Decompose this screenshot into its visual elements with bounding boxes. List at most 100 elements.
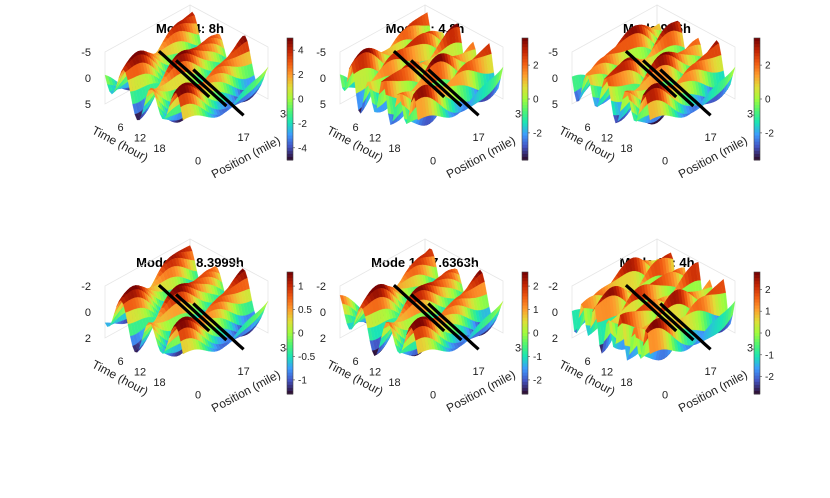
ridge-trajectory [427,302,480,351]
y-tick-label: 0 [195,156,201,168]
ridge-trajectory [427,68,480,117]
ridge-trajectory [175,293,228,342]
colorbar-tick-label: 1 [298,282,304,293]
surface [339,248,504,357]
z-tick-label: 2 [552,333,558,345]
colorbar-tick-label: -1 [298,375,307,386]
ridge-trajectory [410,59,463,108]
ridge-trajectory [392,50,446,99]
colorbar-tick-label: 0 [298,95,304,106]
z-tick-label: 5 [320,99,326,111]
z-tick-label: 0 [320,73,326,85]
z-tick-label: 2 [85,333,91,345]
y-tick-label: 17 [705,132,717,144]
colorbar-tick-label: 1 [533,305,539,316]
ridge-trajectory [157,50,211,99]
colorbar-tick-label: 4 [298,46,304,57]
z-tick-label: -2 [548,281,558,293]
colorbar-tick-label: -2 [533,375,542,386]
surface [571,252,736,361]
colorbar-tick-label: -4 [298,143,307,154]
z-tick-label: -5 [548,47,558,59]
ridge-trajectory [659,302,712,351]
y-tick-label: 17 [473,366,485,378]
z-tick-label: -2 [81,281,91,293]
x-tick-label: 6 [117,122,123,134]
ridge-trajectory [642,293,695,342]
colorbar-tick-label: -2 [765,372,774,383]
colorbar: 2 0 -2 [753,37,774,161]
ridge-trajectory [624,284,678,333]
y-tick-label: 17 [705,366,717,378]
surface [104,11,269,123]
ridge-trajectory [175,59,228,108]
colorbar-tick-label: 2 [765,285,771,296]
colorbar-tick-label: 1 [765,307,771,318]
colorbar: 2 1 0 -1 -2 [753,271,774,395]
x-tick-label: 12 [369,133,381,145]
x-tick-label: 18 [620,377,632,389]
x-tick-label: 12 [134,367,146,379]
z-tick-label: 5 [552,99,558,111]
y-tick-label: 0 [662,156,668,168]
z-tick-label: -5 [81,47,91,59]
x-tick-label: 12 [134,133,146,145]
colorbar-tick-label: 2 [533,282,539,293]
surface [571,20,736,125]
colorbar: 4 2 0 -2 -4 [286,37,307,161]
colorbar-tick-label: -1 [533,352,542,363]
z-tick-label: 0 [85,73,91,85]
z-tick-label: 5 [85,99,91,111]
y-tick-label: 0 [195,390,201,402]
colorbar-tick-label: 2 [765,61,771,72]
colorbar-tick-label: 0 [765,329,771,340]
y-tick-label: 17 [473,132,485,144]
colorbar-tick-label: 2 [533,61,539,72]
z-tick-label: 2 [320,333,326,345]
colorbar-tick-label: 0 [533,95,539,106]
z-tick-label: 0 [85,307,91,319]
colorbar: 1 0.5 0 -0.5 -1 [286,271,316,395]
colorbar-tick-label: 0 [765,95,771,106]
x-tick-label: 6 [584,122,590,134]
y-tick-label: 0 [662,390,668,402]
x-tick-label: 12 [601,133,613,145]
y-tick-label: 17 [238,132,250,144]
colorbar-tick-label: 2 [298,70,304,81]
colorbar: 2 0 -2 [521,37,542,161]
ridge-trajectory [642,59,695,108]
colorbar: 2 1 0 -1 -2 [521,271,542,395]
colorbar-tick-label: -2 [765,128,774,139]
y-tick-label: 0 [430,390,436,402]
colorbar-tick-label: 0 [298,329,304,340]
ridge-trajectory [624,50,678,99]
ridge-trajectory [392,284,446,333]
ridge-trajectory [192,68,245,117]
x-tick-label: 18 [620,143,632,155]
x-tick-label: 6 [584,356,590,368]
x-tick-label: 6 [117,356,123,368]
x-tick-label: 18 [388,377,400,389]
x-tick-label: 6 [352,356,358,368]
x-tick-label: 18 [388,143,400,155]
colorbar-tick-label: 0 [533,329,539,340]
x-tick-label: 18 [153,143,165,155]
z-tick-label: 0 [320,307,326,319]
ridge-trajectory [192,302,245,351]
colorbar-tick-label: -2 [298,119,307,130]
z-tick-label: 0 [552,73,558,85]
ridge-trajectory [410,293,463,342]
z-tick-label: -5 [316,47,326,59]
colorbar-tick-label: -0.5 [298,352,316,363]
surface [104,245,269,357]
y-tick-label: 0 [430,156,436,168]
colorbar-tick-label: -2 [533,128,542,139]
x-tick-label: 18 [153,377,165,389]
